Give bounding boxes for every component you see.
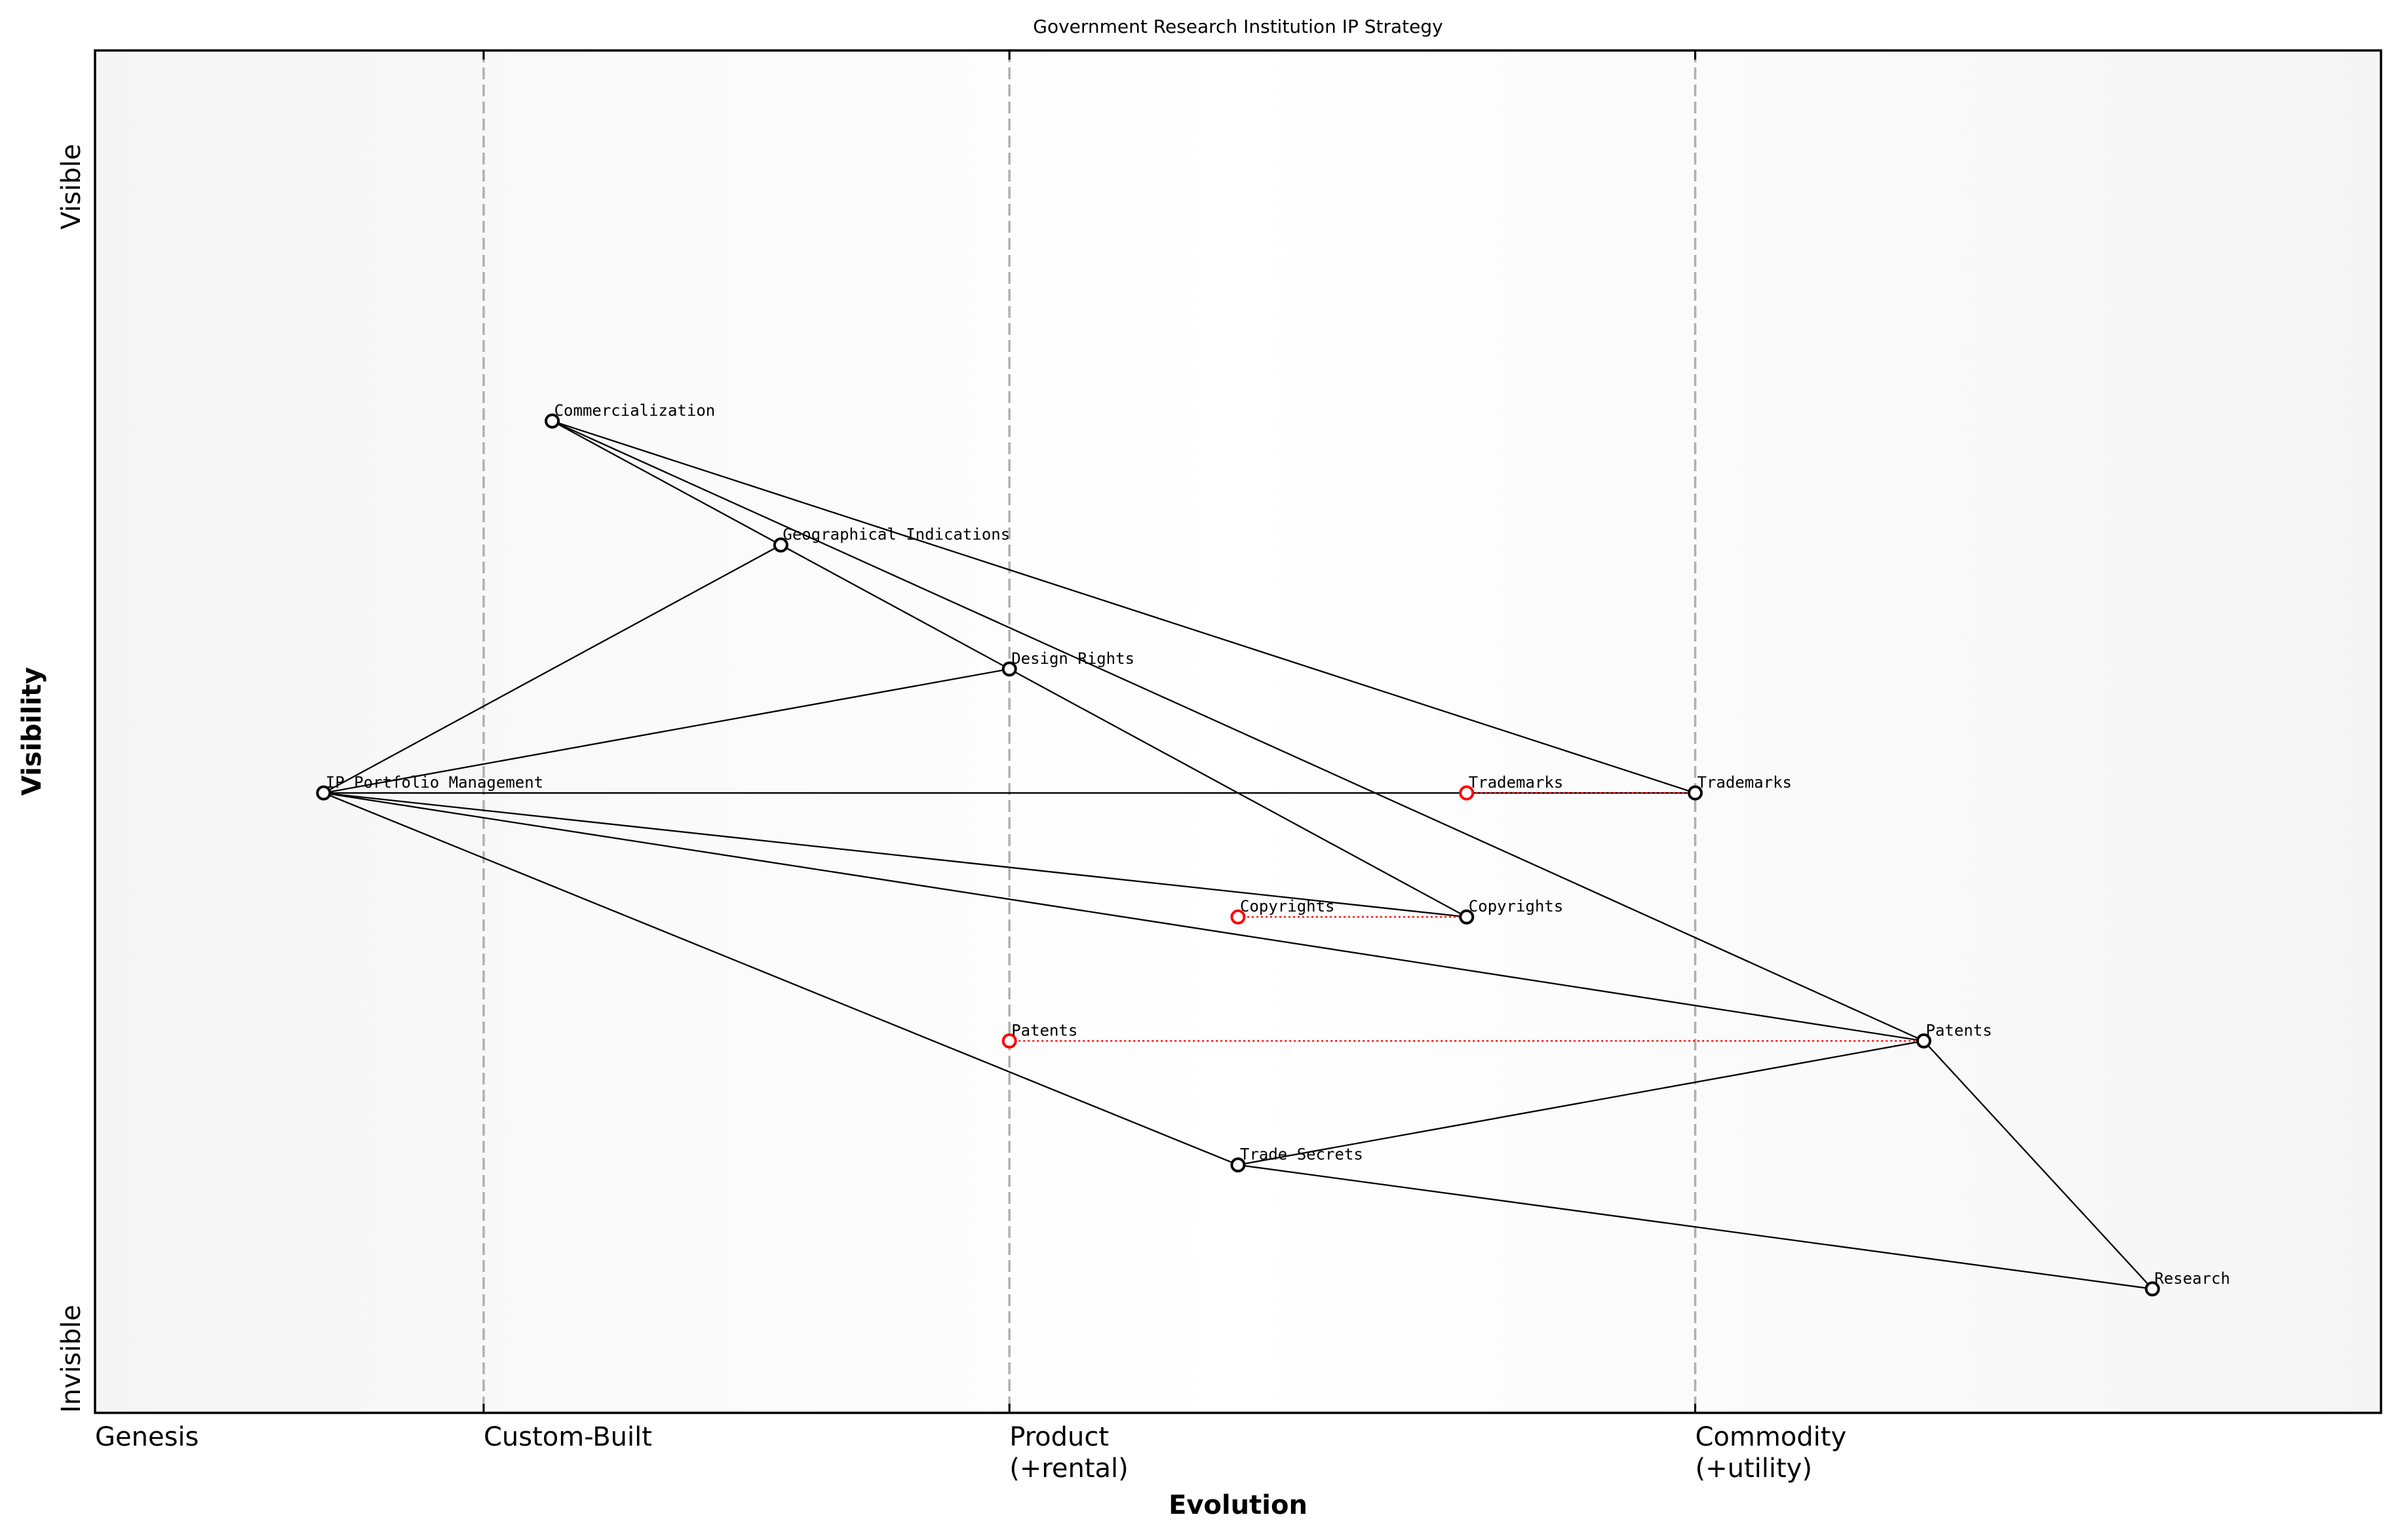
chart-title: Government Research Institution IP Strat… <box>1033 16 1442 37</box>
component-label: Commercialization <box>554 401 716 419</box>
component-node-geo[interactable] <box>773 537 788 553</box>
component-node-comm[interactable] <box>545 413 560 429</box>
evolution-links: Trademarks Copyrights Patents <box>1001 773 1924 1049</box>
link-comm-tm <box>552 420 1695 794</box>
x-tick-label: Product <box>1009 1422 1109 1452</box>
dependency-links <box>323 420 2154 1290</box>
evolved-node-label: Patents <box>1011 1021 1077 1039</box>
evolved-node-label: Copyrights <box>1240 897 1335 915</box>
component-label: Patents <box>1926 1021 1992 1039</box>
link-ts-pat <box>1237 1040 1924 1166</box>
evolved-node-marker[interactable] <box>1230 909 1246 925</box>
component-node-cr[interactable] <box>1459 909 1475 925</box>
x-tick-sublabel: (+utility) <box>1695 1453 1812 1484</box>
evolved-node-label: Trademarks <box>1469 773 1564 792</box>
component-label: Trademarks <box>1697 773 1792 792</box>
evolved-node-marker[interactable] <box>1001 1033 1017 1049</box>
x-tick-label: Genesis <box>95 1422 199 1452</box>
component-node-ip[interactable] <box>316 785 332 801</box>
component-label: IP Portfolio Management <box>326 773 543 792</box>
link-pat-res <box>1923 1040 2154 1290</box>
x-tick-label: Commodity <box>1695 1422 1847 1452</box>
component-node-tm[interactable] <box>1688 785 1703 801</box>
plot-frame <box>94 49 2382 1414</box>
component-node-res[interactable] <box>2144 1281 2160 1297</box>
component-label: Copyrights <box>1469 897 1564 915</box>
y-tick-label: Visible <box>56 144 87 230</box>
y-axis-title: Visibility <box>17 667 47 796</box>
component-node-pat[interactable] <box>1916 1033 1931 1049</box>
link-geo-design <box>780 544 1010 670</box>
link-ip-ts <box>323 792 1239 1166</box>
link-comm-pat <box>552 420 1924 1042</box>
x-tick-label: Custom-Built <box>484 1422 652 1452</box>
component-node-design[interactable] <box>1001 661 1017 677</box>
evolved-node-marker[interactable] <box>1459 785 1475 801</box>
link-comm-geo <box>552 420 781 546</box>
link-design-cr <box>1009 668 1467 918</box>
y-axis-ticks: Visible Invisible <box>56 144 87 1413</box>
component-label: Design Rights <box>1011 649 1134 668</box>
link-ip-pat <box>323 792 1924 1042</box>
x-tick-sublabel: (+rental) <box>1009 1453 1129 1484</box>
y-tick-label: Invisible <box>56 1305 87 1413</box>
link-ip-geo <box>323 544 781 794</box>
x-axis-ticks: Genesis Custom-Built Product(+rental) Commo… <box>95 50 1846 1484</box>
stage-dividers <box>482 50 1697 1413</box>
component-label: Research <box>2154 1269 2230 1288</box>
link-ip-design <box>323 668 1010 794</box>
component-label: Geographical Indications <box>783 526 1010 544</box>
x-axis-title: Evolution <box>1169 1490 1307 1520</box>
components: IP Portfolio Management Commercialization… <box>316 401 2230 1297</box>
component-node-ts[interactable] <box>1230 1157 1246 1173</box>
link-ts-res <box>1237 1164 2153 1290</box>
component-label: Trade Secrets <box>1240 1145 1363 1164</box>
link-ip-cr <box>323 792 1467 918</box>
